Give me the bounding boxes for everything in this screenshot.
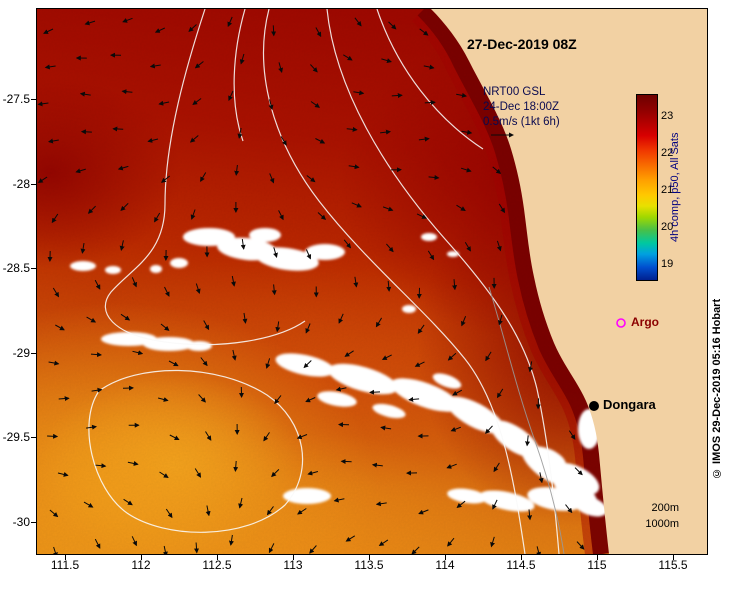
vector-time: 24-Dec 18:00Z [483, 101, 560, 113]
x-tick-mark [445, 555, 446, 560]
y-tick-mark [31, 184, 36, 185]
x-tick-label: 115.5 [658, 558, 688, 572]
y-tick-mark [31, 437, 36, 438]
y-tick-label: -27.5 [2, 92, 30, 106]
isobath-200-label: 200m [651, 502, 679, 514]
vector-scale-arrow-icon [491, 132, 514, 138]
dongara-marker[interactable] [589, 401, 599, 411]
map-overlay [37, 9, 707, 554]
y-tick-label: -29 [12, 346, 30, 360]
y-tick-label: -28 [12, 177, 30, 191]
y-tick-label: -29.5 [2, 430, 30, 444]
x-tick-mark [369, 555, 370, 560]
argo-label: Argo [631, 315, 659, 329]
x-tick-label: 112 [131, 558, 151, 572]
x-tick-mark [217, 555, 218, 560]
y-tick-mark [31, 268, 36, 269]
colorbar [636, 94, 658, 281]
current-vectors [37, 16, 585, 554]
colorbar-tick: 23 [661, 110, 674, 122]
x-tick-mark [65, 555, 66, 560]
y-tick-mark [31, 522, 36, 523]
x-tick-label: 113 [283, 558, 303, 572]
x-tick-label: 113.5 [354, 558, 384, 572]
map-title: 27-Dec-2019 08Z [467, 36, 577, 52]
isobath-1000-label: 1000m [645, 518, 679, 530]
y-tick-label: -30 [12, 515, 30, 529]
x-tick-mark [521, 555, 522, 560]
colorbar-label: 4h comp, p50, All Sats [669, 132, 681, 242]
colorbar-tick: 19 [661, 258, 674, 270]
y-tick-mark [31, 353, 36, 354]
argo-marker[interactable] [616, 318, 626, 328]
colorbar-tick: 21 [661, 184, 674, 196]
x-tick-label: 112.5 [202, 558, 232, 572]
x-tick-label: 115 [587, 558, 607, 572]
x-tick-label: 114.5 [506, 558, 536, 572]
x-tick-mark [293, 555, 294, 560]
map-plot[interactable]: 27-Dec-2019 08Z NRT00 GSL 24-Dec 18:00Z … [36, 8, 708, 555]
product-name: NRT00 GSL [483, 86, 546, 98]
x-tick-mark [141, 555, 142, 560]
y-tick-label: -28.5 [2, 261, 30, 275]
x-tick-label: 111.5 [50, 558, 80, 572]
colorbar-tick: 20 [661, 221, 674, 233]
colorbar-tick: 22 [661, 147, 674, 159]
x-tick-label: 114 [435, 558, 455, 572]
dongara-label: Dongara [603, 397, 656, 412]
vector-scale-label: 0.5m/s (1kt 6h) [483, 116, 560, 128]
isobath-labels: 200m 1000m [633, 500, 679, 532]
x-tick-mark [597, 555, 598, 560]
y-tick-mark [31, 99, 36, 100]
product-legend: NRT00 GSL 24-Dec 18:00Z 0.5m/s (1kt 6h) [483, 85, 560, 130]
imos-credit: © IMOS 29-Dec-2019 05:16 Hobart [711, 298, 723, 480]
x-tick-mark [673, 555, 674, 560]
